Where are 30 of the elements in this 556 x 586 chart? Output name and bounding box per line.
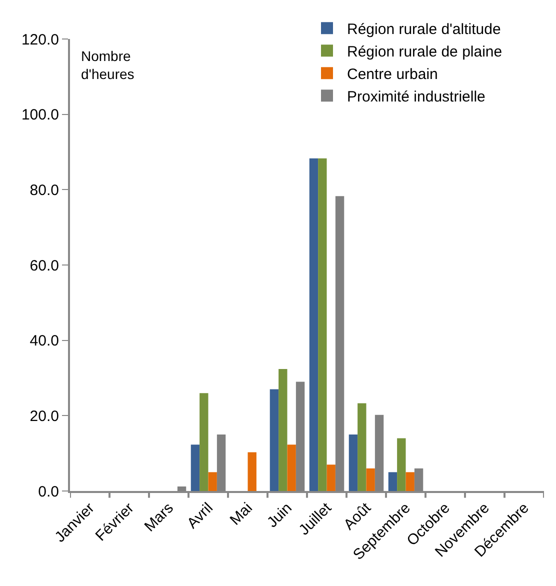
- bar: [326, 464, 336, 491]
- x-tick-label: Juin: [264, 500, 296, 532]
- legend-label: Région rurale d'altitude: [347, 20, 501, 38]
- x-tick-label: Mai: [226, 500, 256, 529]
- bar: [366, 468, 375, 491]
- bar: [309, 158, 318, 491]
- legend-label: Région rurale de plaine: [347, 43, 502, 60]
- bar: [406, 472, 414, 491]
- bar: [358, 403, 366, 491]
- y-tick-label: 0.0: [38, 483, 59, 500]
- y-tick-label: 60.0: [30, 257, 59, 274]
- bar: [190, 444, 200, 491]
- bar: [388, 472, 398, 491]
- bar: [397, 438, 406, 491]
- legend-label: Centre urbain: [347, 66, 438, 83]
- bar: [318, 158, 327, 491]
- bar: [278, 368, 288, 491]
- bar: [287, 444, 296, 491]
- bar: [208, 472, 217, 491]
- y-tick-label: 120.0: [21, 31, 59, 48]
- y-tick-label: 100.0: [21, 106, 59, 124]
- y-tick-label: 40.0: [30, 332, 59, 350]
- bar: [348, 434, 358, 491]
- y-tick-label: 80.0: [30, 182, 59, 199]
- y-tick-label: 20.0: [30, 408, 59, 425]
- y-axis-title: Nombre d'heures: [81, 48, 134, 82]
- legend-label: Proximité industrielle: [347, 88, 486, 106]
- bar: [200, 393, 208, 491]
- bar: [270, 389, 279, 491]
- bar: [248, 452, 256, 491]
